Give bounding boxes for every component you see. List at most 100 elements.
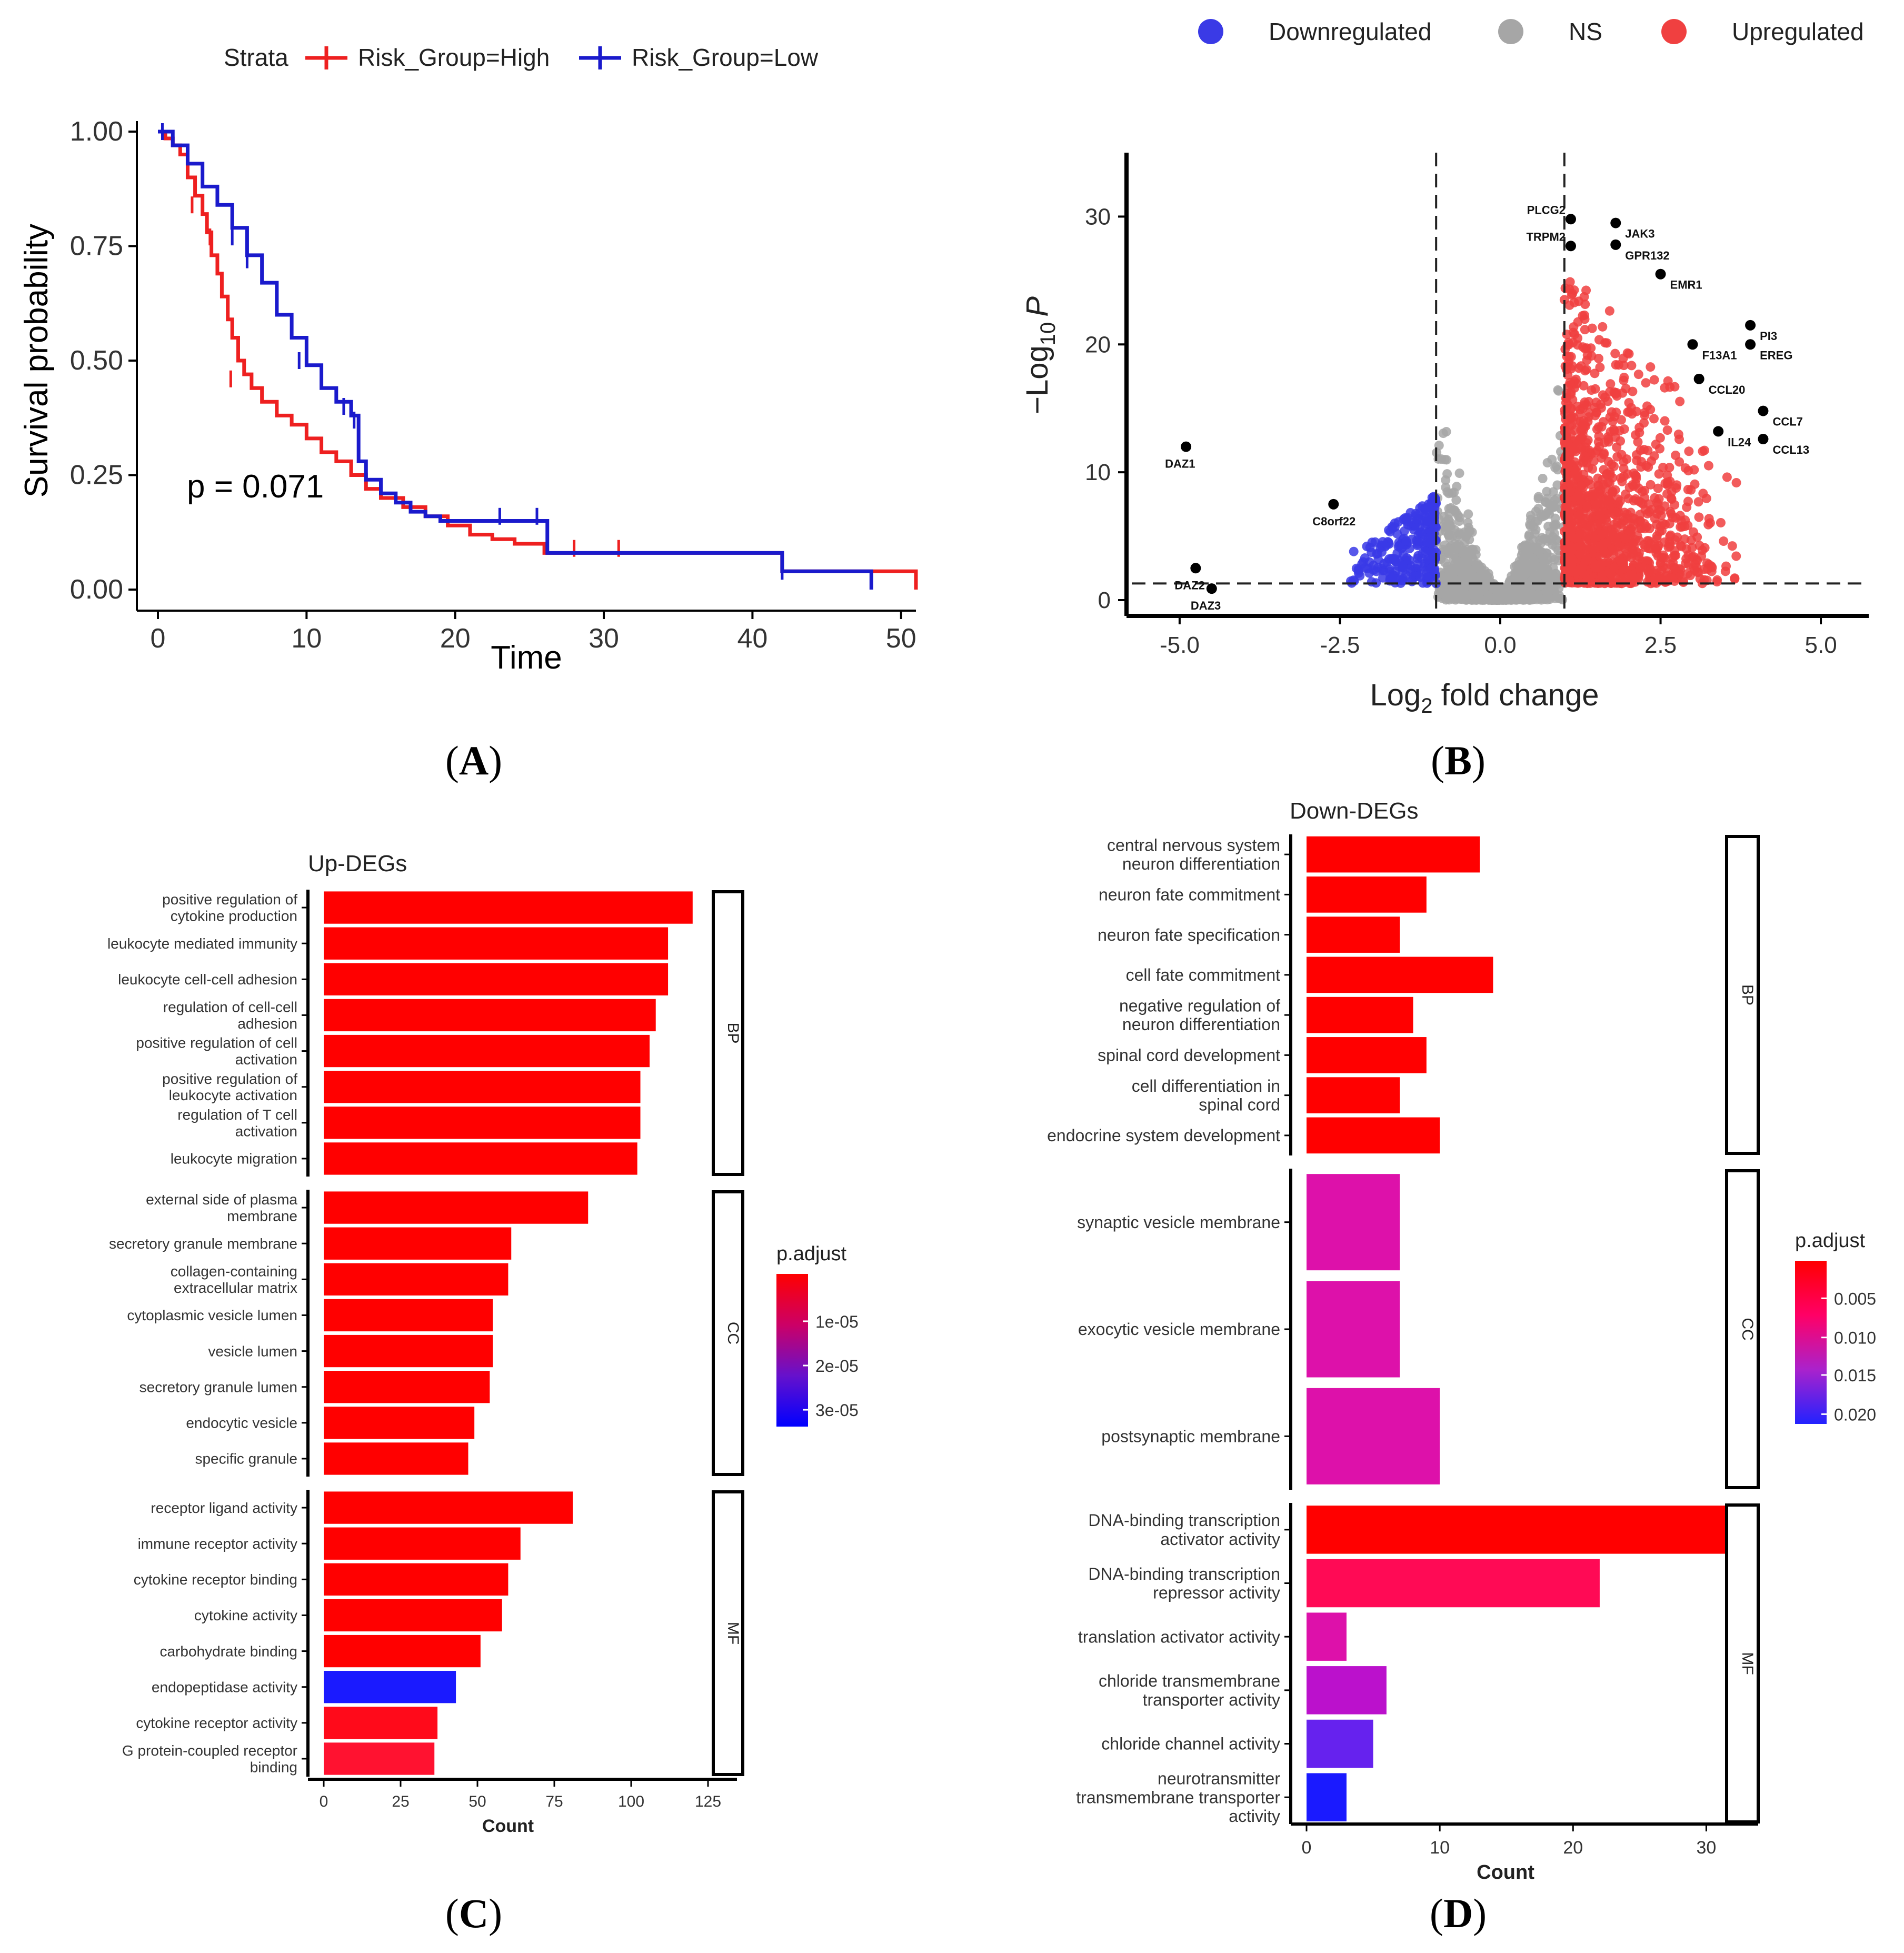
up-point <box>1698 489 1708 499</box>
x-tick-label: 50 <box>468 1793 486 1810</box>
up-point <box>1565 277 1575 287</box>
up-point <box>1640 505 1650 515</box>
up-point <box>1622 469 1632 479</box>
bar-label: cytoplasmic vesicle lumen <box>127 1307 297 1323</box>
bar-label-line: neurotransmitter <box>1158 1769 1280 1788</box>
up-point <box>1580 577 1590 587</box>
x-title-main: Log <box>1370 678 1421 712</box>
up-point <box>1595 509 1605 519</box>
bar-label: neuron fate specification <box>1098 925 1280 944</box>
ns-point <box>1455 512 1465 522</box>
up-point <box>1686 535 1696 545</box>
ns-point <box>1443 564 1453 574</box>
ns-point <box>1541 579 1551 589</box>
up-point <box>1582 502 1592 512</box>
bar-label: synaptic vesicle membrane <box>1077 1213 1280 1232</box>
ns-point <box>1527 562 1537 572</box>
up-point <box>1643 462 1653 472</box>
up-point <box>1582 400 1592 410</box>
up-point <box>1590 368 1600 378</box>
bar-label: G protein-coupled receptor binding <box>122 1742 297 1775</box>
x-axis-title: Count <box>482 1816 534 1836</box>
up-point <box>1574 549 1584 559</box>
up-point <box>1620 534 1630 544</box>
labelled-point <box>1687 339 1698 350</box>
x-title-tail: fold change <box>1433 678 1599 712</box>
bar-label-line: cell fate commitment <box>1126 965 1281 984</box>
down-point <box>1360 563 1370 573</box>
up-point <box>1586 511 1596 521</box>
bar-label-line: leukocyte migration <box>171 1151 297 1167</box>
up-point <box>1621 489 1631 499</box>
bar-CC <box>324 1371 490 1403</box>
down-point <box>1424 533 1434 543</box>
down-point <box>1427 497 1437 507</box>
up-point <box>1677 542 1687 552</box>
labelled-point <box>1190 563 1201 574</box>
bar-label: immune receptor activity <box>138 1536 297 1552</box>
up-point <box>1567 361 1577 371</box>
ns-point <box>1440 455 1450 465</box>
bar-MF <box>324 1491 573 1524</box>
bar-CC <box>324 1407 475 1439</box>
up-point <box>1632 531 1642 541</box>
bar-label-line: immune receptor activity <box>138 1536 297 1552</box>
bar-label-line: leukocyte mediated immunity <box>107 935 297 952</box>
up-point <box>1631 479 1641 489</box>
up-point <box>1680 463 1690 473</box>
down-point <box>1423 554 1433 564</box>
bar-label: postsynaptic membrane <box>1101 1427 1280 1446</box>
legend-label: Risk_Group=High <box>358 44 550 71</box>
km-curve-Risk_Group=High <box>158 129 918 590</box>
bar-label-line: spinal cord development <box>1098 1046 1280 1065</box>
up-point <box>1716 517 1726 527</box>
down-point <box>1353 568 1363 578</box>
up-point <box>1660 416 1670 426</box>
up-point <box>1684 446 1694 456</box>
up-point <box>1602 338 1612 348</box>
up-point <box>1644 523 1654 533</box>
up-point <box>1611 507 1621 517</box>
up-point <box>1689 527 1699 537</box>
y-tick-label: 0.25 <box>70 460 123 491</box>
colorbar-tick-label: 2e-05 <box>815 1357 859 1376</box>
bar-label-line: neuron differentiation <box>1122 1015 1280 1034</box>
legend-dot <box>1198 19 1223 44</box>
bar-label-line: activator activity <box>1160 1530 1280 1549</box>
up-point <box>1564 508 1574 518</box>
bar-label-line: endocrine system development <box>1047 1126 1280 1145</box>
up-point <box>1598 322 1608 332</box>
up-point <box>1633 370 1643 380</box>
up-point <box>1574 473 1584 483</box>
up-point <box>1694 541 1704 551</box>
labelled-point <box>1181 441 1192 452</box>
up-point <box>1599 546 1609 556</box>
bar-label: carbohydrate binding <box>160 1643 297 1659</box>
up-point <box>1661 563 1671 573</box>
gene-label: EMR1 <box>1670 278 1702 292</box>
bar-label: leukocyte cell-cell adhesion <box>118 971 297 988</box>
y-tick-label: 10 <box>1085 460 1111 485</box>
bar-BP <box>324 1142 637 1175</box>
legend-dot <box>1498 19 1523 44</box>
bar-label: cell fate commitment <box>1126 965 1281 984</box>
x-tick-label: 2.5 <box>1644 632 1677 658</box>
gene-label: DAZ2 <box>1174 579 1204 592</box>
bar-label-line: G protein-coupled receptor <box>122 1742 297 1759</box>
facet-strip-label: CC <box>724 1322 742 1344</box>
up-point <box>1668 552 1678 562</box>
ns-point <box>1453 556 1463 566</box>
up-point <box>1619 372 1629 382</box>
bar-label-line: receptor ligand activity <box>151 1500 297 1516</box>
up-point <box>1599 537 1609 547</box>
bar-label-line: leukocyte activation <box>169 1087 297 1103</box>
ns-point <box>1468 583 1478 593</box>
gene-label: C8orf22 <box>1312 515 1355 528</box>
bar-label-line: postsynaptic membrane <box>1101 1427 1280 1446</box>
bar-CC <box>1307 1281 1400 1378</box>
labelled-point <box>1610 239 1621 250</box>
ns-point <box>1550 513 1560 523</box>
down-point <box>1349 546 1359 556</box>
down-point <box>1379 559 1389 569</box>
up-point <box>1618 388 1628 398</box>
